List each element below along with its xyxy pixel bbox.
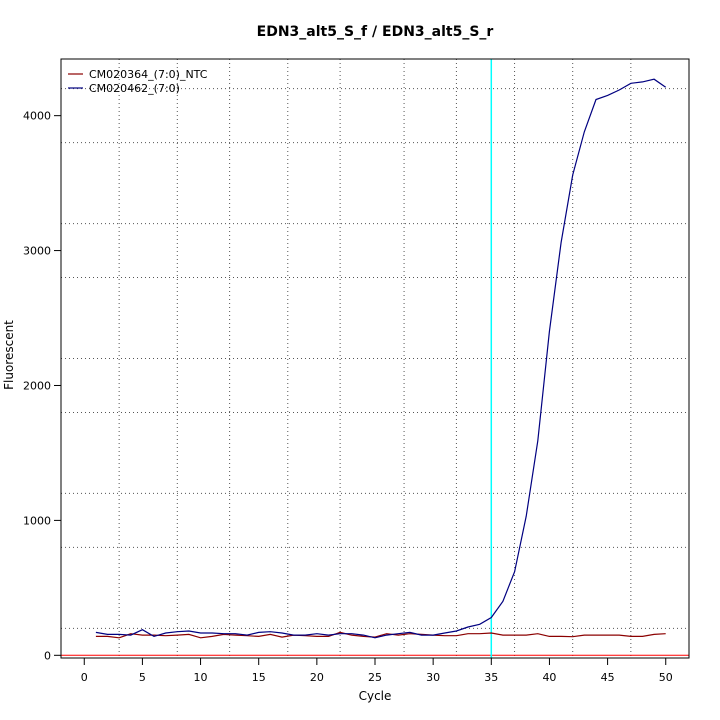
- x-tick-label: 15: [252, 671, 266, 684]
- grid-layer: [61, 59, 689, 658]
- y-axis-label: Fluorescent: [2, 320, 16, 390]
- y-tick-label: 1000: [23, 514, 51, 527]
- x-tick-label: 40: [542, 671, 556, 684]
- x-tick-label: 25: [368, 671, 382, 684]
- series-line-1: [95, 631, 666, 639]
- x-tick-label: 30: [426, 671, 440, 684]
- reference-lines: [61, 59, 689, 658]
- chart-title: EDN3_alt5_S_f / EDN3_alt5_S_r: [257, 24, 494, 40]
- legend-label-2: CM020462_(7:0): [89, 82, 180, 95]
- x-tick-label: 5: [139, 671, 146, 684]
- x-tick-label: 0: [81, 671, 88, 684]
- legend-label-1: CM020364_(7:0)_NTC: [89, 68, 208, 81]
- series-layer: [95, 78, 667, 639]
- x-tick-label: 10: [194, 671, 208, 684]
- x-tick-label: 50: [659, 671, 673, 684]
- series-line-2: [95, 78, 667, 639]
- x-tick-label: 35: [484, 671, 498, 684]
- y-tick-label: 2000: [23, 379, 51, 392]
- x-axis-label: Cycle: [359, 689, 392, 703]
- y-tick-label: 4000: [23, 110, 51, 123]
- axis-layer: 0 5 10 15 20 25 30 35 40 45 50 0 1000 2000 3000 4000: [23, 110, 673, 684]
- y-tick-label: 3000: [23, 245, 51, 258]
- y-tick-label: 0: [44, 649, 51, 662]
- x-tick-label: 20: [310, 671, 324, 684]
- x-tick-label: 45: [601, 671, 615, 684]
